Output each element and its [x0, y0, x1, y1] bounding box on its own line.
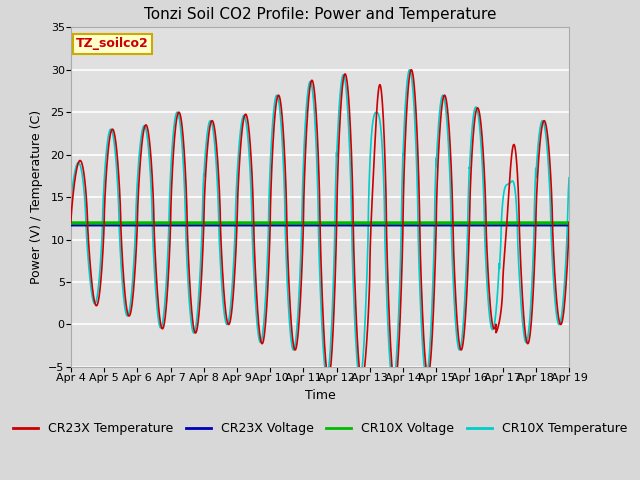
CR10X Temperature [67, 197, 75, 203]
CR10X Temperature [157, 324, 165, 330]
X-axis label: Time: Time [305, 389, 335, 402]
CR23X Temperature [391, 381, 399, 387]
CR23X Temperature [366, 276, 374, 282]
CR10X Temperature [366, 166, 374, 171]
CR23X Temperature [408, 67, 415, 72]
CR10X Voltage [565, 220, 573, 226]
Y-axis label: Power (V) / Temperature (C): Power (V) / Temperature (C) [30, 110, 43, 284]
CR23X Voltage [391, 222, 399, 228]
CR10X Voltage [439, 220, 447, 226]
Legend: CR23X Temperature, CR23X Voltage, CR10X Voltage, CR10X Temperature: CR23X Temperature, CR23X Voltage, CR10X … [8, 418, 632, 440]
CR10X Voltage [157, 220, 165, 226]
CR10X Temperature [257, 338, 265, 344]
CR23X Voltage [257, 222, 265, 228]
Line: CR10X Temperature: CR10X Temperature [71, 70, 569, 384]
Title: Tonzi Soil CO2 Profile: Power and Temperature: Tonzi Soil CO2 Profile: Power and Temper… [144, 7, 496, 22]
CR10X Temperature [565, 175, 573, 180]
CR10X Temperature [389, 381, 397, 387]
CR10X Voltage [366, 220, 374, 226]
CR23X Temperature [565, 220, 573, 226]
CR23X Voltage [477, 222, 484, 228]
CR23X Temperature [157, 324, 165, 330]
CR23X Voltage [439, 222, 447, 228]
CR10X Voltage [67, 220, 75, 226]
CR23X Temperature [439, 97, 447, 103]
CR23X Voltage [157, 222, 165, 228]
CR23X Temperature [257, 339, 265, 345]
CR10X Temperature [477, 136, 484, 142]
CR23X Voltage [565, 222, 573, 228]
CR23X Temperature [391, 381, 399, 387]
Line: CR23X Temperature: CR23X Temperature [71, 70, 569, 384]
CR10X Temperature [439, 92, 447, 98]
CR10X Temperature [391, 372, 399, 378]
CR10X Temperature [406, 67, 413, 72]
CR10X Voltage [257, 220, 265, 226]
CR23X Temperature [477, 119, 484, 124]
CR10X Voltage [477, 220, 484, 226]
CR23X Voltage [67, 222, 75, 228]
CR10X Voltage [391, 220, 399, 226]
CR23X Temperature [67, 220, 75, 226]
CR23X Voltage [366, 222, 374, 228]
Text: TZ_soilco2: TZ_soilco2 [76, 37, 148, 50]
